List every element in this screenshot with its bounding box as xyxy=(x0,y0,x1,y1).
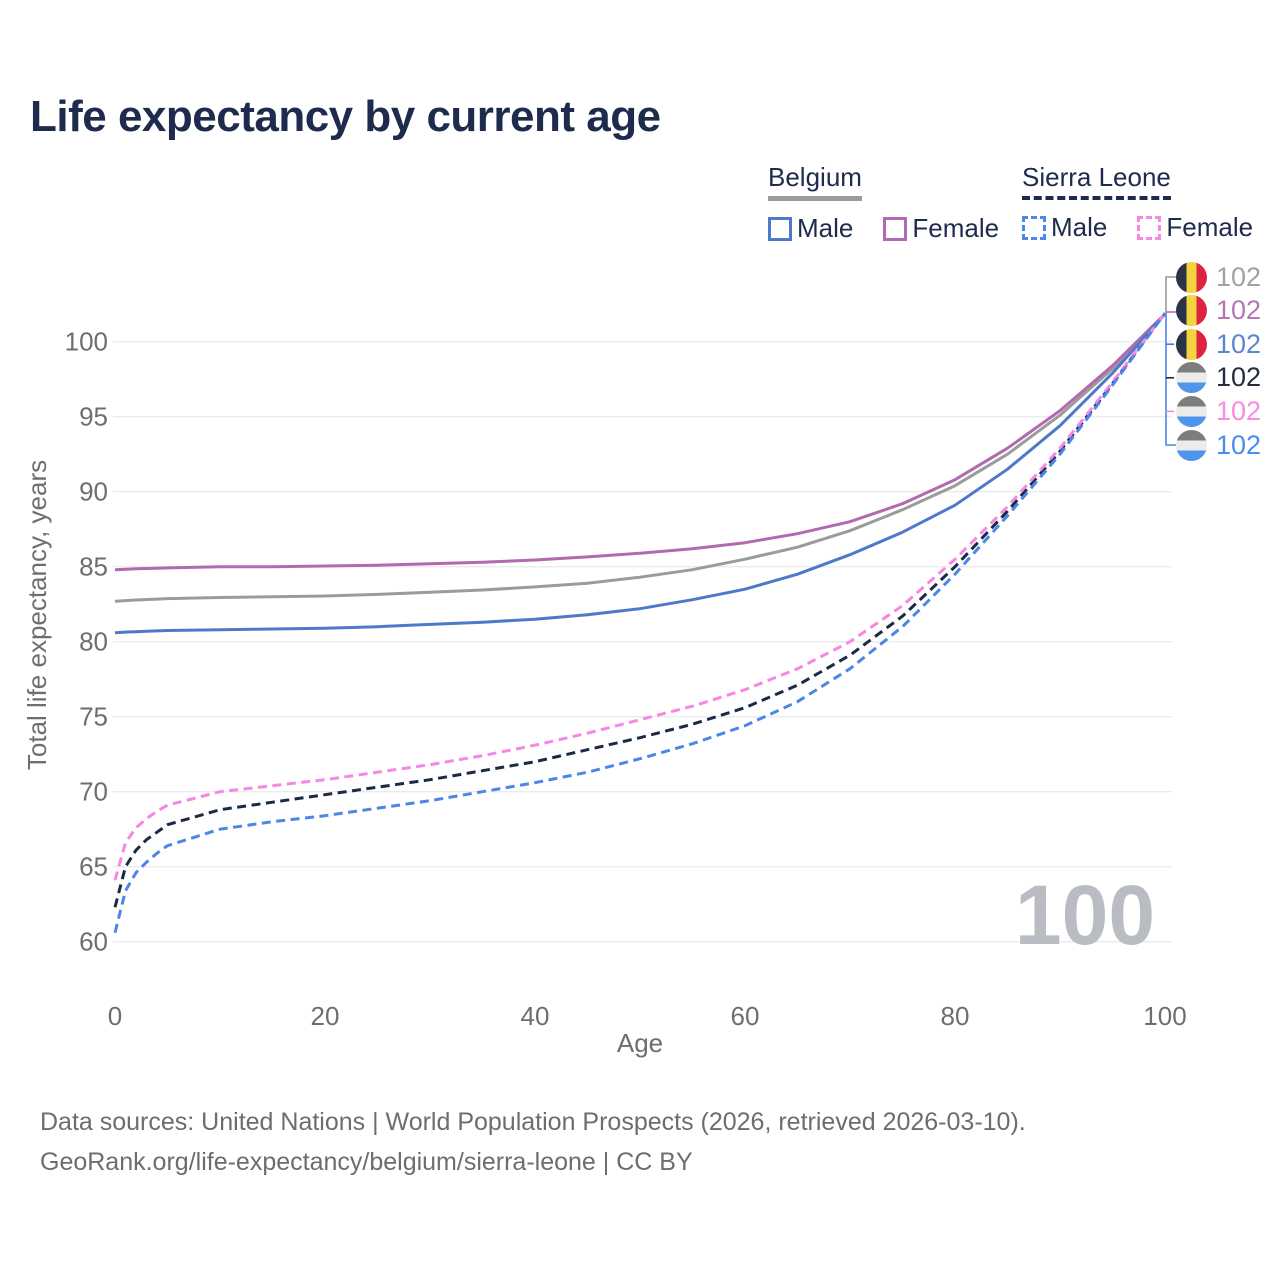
end-label-row-sierra-leone-male: 102 xyxy=(1176,429,1262,461)
legend-label-sierra-leone-male[interactable]: Male xyxy=(1051,212,1108,242)
end-label-row-belgium-total: 102 xyxy=(1176,261,1262,293)
y-tick-60: 60 xyxy=(79,927,108,957)
series-line-sierra-leone-total xyxy=(113,312,1167,908)
end-label-row-sierra-leone-female: 102 xyxy=(1176,395,1262,427)
y-tick-80: 80 xyxy=(79,627,108,657)
x-tick-40: 40 xyxy=(521,1001,550,1031)
x-tick-80: 80 xyxy=(941,1001,970,1031)
series-line-belgium-female xyxy=(114,312,1167,572)
y-tick-95: 95 xyxy=(79,402,108,432)
legend-heading-belgium: Belgium xyxy=(768,162,862,201)
legend-item-sierra-leone-male[interactable]: Male xyxy=(1022,212,1107,243)
end-label-row-belgium-male: 102 xyxy=(1176,328,1262,360)
leader-line-0 xyxy=(1165,276,1176,313)
legend-item-belgium-female[interactable]: Female xyxy=(883,213,999,244)
series-line-sierra-leone-female xyxy=(113,312,1167,881)
x-tick-20: 20 xyxy=(311,1001,340,1031)
legend-heading-sierra-leone: Sierra Leone xyxy=(1022,162,1171,200)
end-label-value: 102 xyxy=(1216,295,1262,326)
legend-item-sierra-leone-female[interactable]: Female xyxy=(1137,212,1253,243)
x-tick-60: 60 xyxy=(731,1001,760,1031)
x-tick-100: 100 xyxy=(1143,1001,1186,1031)
legend-label-sierra-leone-female[interactable]: Female xyxy=(1166,212,1254,242)
legend-row-sierra-leone: Male Female xyxy=(1022,212,1253,243)
footer-attribution: GeoRank.org/life-expectancy/belgium/sier… xyxy=(40,1148,693,1176)
end-label-row-belgium-female: 102 xyxy=(1176,295,1262,327)
y-tick-65: 65 xyxy=(79,852,108,882)
end-label-row-sierra-leone-total: 102 xyxy=(1176,362,1262,394)
leader-line-5 xyxy=(1165,313,1176,446)
flag-icon-sierra-leone xyxy=(1176,362,1207,394)
series-line-belgium-total xyxy=(114,312,1167,603)
y-tick-85: 85 xyxy=(79,552,108,582)
legend-item-belgium-male[interactable]: Male xyxy=(768,213,853,244)
x-tick-0: 0 xyxy=(108,1001,122,1031)
checkbox-sierra-leone-female-icon[interactable] xyxy=(1137,215,1162,240)
line-chart: 60 65 70 75 80 85 90 95 100 0 20 40 60 80 100 Age Total … xyxy=(22,276,1187,1058)
checkbox-sierra-leone-male-icon[interactable] xyxy=(1022,215,1046,240)
y-tick-100: 100 xyxy=(65,327,108,357)
flag-icon-belgium xyxy=(1176,295,1207,327)
legend-row-belgium: Male Female xyxy=(768,213,999,244)
end-label-value: 102 xyxy=(1216,362,1262,393)
legend-label-belgium-female[interactable]: Female xyxy=(912,213,1000,243)
end-label-value: 102 xyxy=(1216,429,1262,460)
flag-icon-sierra-leone xyxy=(1176,395,1207,427)
legend-group-belgium: Belgium Male Female xyxy=(768,162,999,244)
end-label-value: 102 xyxy=(1216,395,1262,426)
page-title: Life expectancy by current age xyxy=(30,92,661,141)
series-line-belgium-male xyxy=(114,313,1167,635)
checkbox-belgium-female-icon[interactable] xyxy=(883,216,908,241)
end-label-value: 102 xyxy=(1216,328,1262,359)
footer-data-sources: Data sources: United Nations | World Pop… xyxy=(40,1108,1026,1136)
flag-icon-belgium xyxy=(1176,261,1207,293)
y-tick-70: 70 xyxy=(79,777,108,807)
flag-icon-belgium xyxy=(1176,328,1207,360)
age-counter-watermark: 100 xyxy=(1015,868,1155,962)
legend-group-sierra-leone: Sierra Leone Male Female xyxy=(1022,162,1253,243)
flag-icon-sierra-leone xyxy=(1176,429,1207,461)
y-tick-75: 75 xyxy=(79,702,108,732)
x-axis-title: Age xyxy=(617,1028,663,1058)
checkbox-belgium-male-icon[interactable] xyxy=(768,216,792,241)
legend-label-belgium-male[interactable]: Male xyxy=(797,213,854,243)
y-tick-90: 90 xyxy=(79,477,108,507)
series-line-sierra-leone-male xyxy=(113,312,1167,934)
end-label-value: 102 xyxy=(1216,261,1262,292)
y-axis-title: Total life expectancy, years xyxy=(22,460,52,770)
